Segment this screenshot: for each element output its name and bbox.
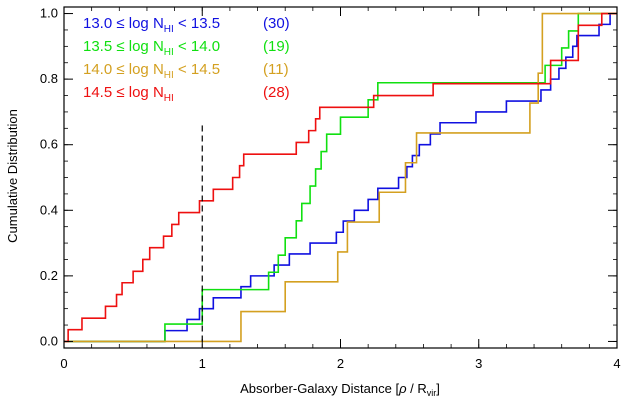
series-line-1 bbox=[64, 12, 617, 343]
legend-entry-4: 14.5 ≤ log NHI bbox=[83, 84, 174, 104]
series-line-4 bbox=[64, 12, 617, 343]
series-line-3 bbox=[64, 12, 617, 343]
y-tick-label: 0.0 bbox=[40, 333, 58, 348]
legend-count-1: (30) bbox=[263, 15, 290, 32]
axes-frame bbox=[63, 6, 618, 349]
y-tick-label: 0.6 bbox=[40, 137, 58, 152]
legend-count-2: (19) bbox=[263, 38, 290, 55]
legend-entry-2: 13.5 ≤ log NHI < 14.0 bbox=[83, 38, 220, 58]
legend-entry-1: 13.0 ≤ log NHI < 13.5 bbox=[83, 15, 220, 35]
plot-frame bbox=[63, 6, 618, 349]
x-tick-label: 0 bbox=[60, 356, 67, 371]
plot-area bbox=[64, 12, 617, 343]
y-tick-label: 1.0 bbox=[40, 6, 58, 21]
x-tick-label: 3 bbox=[475, 356, 482, 371]
series-line-2 bbox=[64, 12, 617, 343]
y-tick-label: 0.2 bbox=[40, 268, 58, 283]
x-tick-label: 1 bbox=[199, 356, 206, 371]
y-tick-label: 0.4 bbox=[40, 202, 58, 217]
y-axis-label: Cumulative Distribution bbox=[5, 109, 20, 243]
y-tick-label: 0.8 bbox=[40, 71, 58, 86]
legend-count-3: (11) bbox=[263, 61, 289, 78]
legend: 13.0 ≤ log NHI < 13.5 (30) 13.5 ≤ log NHI … bbox=[83, 15, 290, 104]
legend-entry-3: 14.0 ≤ log NHI < 14.5 bbox=[83, 61, 220, 81]
x-tick-label: 4 bbox=[613, 356, 620, 371]
axis-ticks: 0 1 2 3 4 0.0 0.2 0.4 0.6 0.8 1.0 bbox=[40, 6, 621, 371]
x-tick-label: 2 bbox=[337, 356, 344, 371]
legend-count-4: (28) bbox=[263, 84, 290, 101]
x-axis-label: Absorber-Galaxy Distance [ρ / Rvir] bbox=[240, 381, 440, 398]
